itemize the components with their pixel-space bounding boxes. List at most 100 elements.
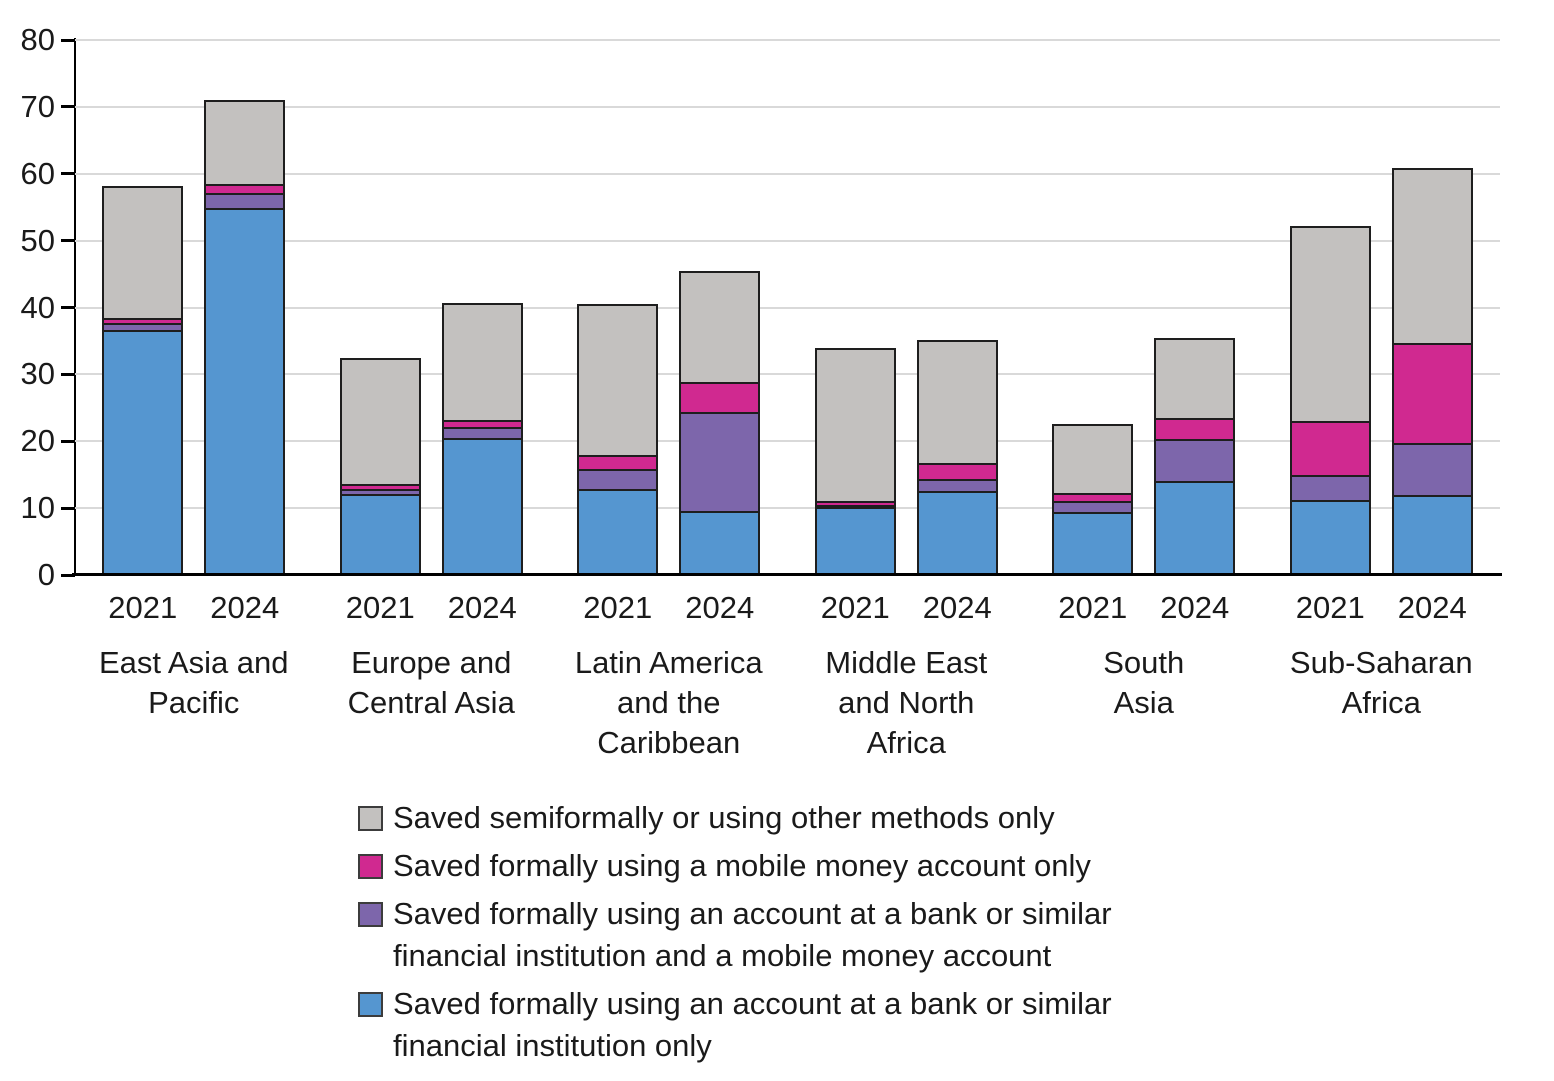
year-label-2021: 2021 [345,590,415,625]
year-labels: 2021 2024 [1290,587,1473,629]
segment [341,488,419,495]
segment [579,488,657,573]
bar-sub-saharan-africa-2024 [1391,168,1473,575]
segment [206,102,284,185]
gridline-40 [75,306,1500,309]
year-labels: 2021 2024 [102,587,285,629]
region-label-line: Africa [866,725,946,760]
segment [443,304,521,421]
y-tick-label-10: 10 [20,490,55,526]
y-tick-label-60: 60 [20,155,55,191]
x-label-cell: 2021 2024 South Asia [1025,575,1263,763]
y-tick-30 [61,372,75,376]
segment [443,427,521,438]
gridline-50 [75,239,1500,242]
segment [816,505,894,508]
segment [816,350,894,502]
bar-east-asia-and-pacific-2021 [102,185,184,575]
year-labels: 2021 2024 [577,587,760,629]
legend-swatch [358,854,383,879]
segment [206,193,284,208]
bar-middle-east-and-north-africa-2021 [814,348,896,575]
y-tick-label-50: 50 [20,222,55,258]
y-tick-80 [61,38,75,42]
x-label-cell: 2021 2024 East Asia and Pacific [75,575,313,763]
legend-item-0: Saved semiformally or using other method… [358,797,1112,839]
region-label-line: and the [617,685,721,720]
region-label: Middle East and North Africa [825,643,987,763]
bar-group-south-asia [1025,40,1263,575]
region-label: Latin America and the Caribbean [575,643,763,763]
segment [1054,425,1132,493]
gridline-80 [75,39,1500,41]
legend-swatch [358,992,383,1017]
legend-item-2: Saved formally using an account at a ban… [358,893,1112,977]
year-label-2024: 2024 [922,590,992,625]
y-tick-20 [61,439,75,443]
region-label: Europe and Central Asia [348,643,515,723]
legend-label: Saved formally using a mobile money acco… [393,845,1091,887]
segment [1393,343,1471,443]
year-label-2021: 2021 [1058,590,1128,625]
region-label-line: Africa [1341,685,1421,720]
segment [918,478,996,491]
y-tick-label-20: 20 [20,423,55,459]
y-tick-label-0: 0 [37,557,55,592]
year-label-2024: 2024 [1397,590,1467,625]
region-label-line: Sub-Saharan [1289,645,1473,680]
y-tick-label-30: 30 [20,356,55,392]
region-label-line: Europe and [351,645,512,680]
segment [681,510,759,573]
legend-item-1: Saved formally using a mobile money acco… [358,845,1112,887]
y-tick-50 [61,239,75,243]
bar-sub-saharan-africa-2021 [1289,225,1371,575]
bar-group-middle-east-and-north-africa [788,40,1026,575]
bar-east-asia-and-pacific-2024 [204,100,286,575]
segment [104,330,182,573]
region-label-line: Pacific [148,685,240,720]
year-label-2024: 2024 [447,590,517,625]
year-label-2024: 2024 [685,590,755,625]
gridline-60 [75,172,1500,175]
segment [681,382,759,412]
segment [918,462,996,479]
region-label-line: East Asia and [98,645,289,680]
segment [1054,501,1132,512]
x-label-cell: 2021 2024 Europe and Central Asia [313,575,551,763]
bars-container [75,40,1500,575]
legend-label-line: financial institution only [393,1028,712,1063]
gridline-30 [75,373,1500,376]
region-label-line: Latin America [574,645,763,680]
year-label-2021: 2021 [1295,590,1365,625]
segment [579,455,657,469]
y-tick-40 [61,306,75,309]
segment [443,420,521,428]
x-label-cell: 2021 2024 Latin America and the Caribbean [550,575,788,763]
segment [681,272,759,383]
year-label-2024: 2024 [1160,590,1230,625]
region-label-line: Central Asia [347,685,515,720]
year-label-2024: 2024 [210,590,280,625]
legend-label-line: Saved formally using an account at a ban… [393,986,1112,1021]
segment [1291,500,1369,574]
segment [206,207,284,573]
segment [1393,170,1471,344]
segment [681,411,759,511]
region-label-line: Asia [1113,685,1174,720]
segment [1156,418,1234,439]
segment [104,317,182,323]
segment [1291,227,1369,421]
segment [1054,492,1132,502]
segment [1291,420,1369,476]
legend-label-line: Saved semiformally or using other method… [393,800,1055,835]
y-tick-60 [61,172,75,176]
segment [816,507,894,573]
year-labels: 2021 2024 [340,587,523,629]
region-label-line: Caribbean [597,725,741,760]
legend-swatch [358,902,383,927]
year-labels: 2021 2024 [1052,587,1235,629]
legend-label: Saved semiformally or using other method… [393,797,1055,839]
bar-latin-america-and-the-caribbean-2024 [679,270,761,575]
gridline-10 [75,507,1500,510]
